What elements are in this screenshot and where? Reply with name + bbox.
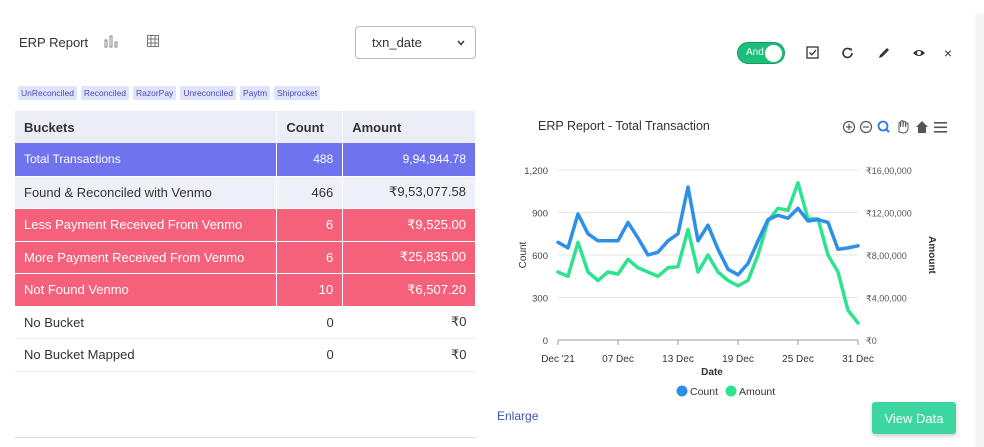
- y2-tick-label: ₹4,00,000: [866, 294, 907, 304]
- menu-hamburger-icon[interactable]: [934, 122, 947, 133]
- legend-label-amount: Amount: [739, 386, 775, 398]
- y2-tick-label: ₹12,00,000: [866, 209, 912, 219]
- count-cell: 466: [276, 176, 344, 209]
- toggle-knob: [765, 45, 782, 62]
- count-cell: 488: [276, 143, 344, 177]
- edit-pencil-icon[interactable]: [877, 46, 891, 60]
- pan-hand-icon[interactable]: [898, 120, 909, 134]
- x-tick-label: 25 Dec: [782, 354, 814, 365]
- legend-item-count[interactable]: Count: [676, 385, 719, 399]
- y-tick-label: 600: [532, 251, 548, 262]
- amount-cell: ₹0: [342, 306, 476, 339]
- y-tick-label: 0: [543, 336, 548, 347]
- x-axis-ticks: Dec '21 07 Dec 13 Dec 19 Dec 25 Dec 31 Dec: [541, 339, 874, 365]
- count-cell: 0: [276, 306, 343, 339]
- table-row-no-bucket-mapped[interactable]: No Bucket Mapped 0 ₹0: [15, 338, 476, 372]
- count-cell: 10: [276, 273, 344, 307]
- x-tick-label: 19 Dec: [722, 354, 754, 365]
- table-icon[interactable]: [147, 35, 159, 47]
- and-or-toggle[interactable]: And: [737, 42, 785, 64]
- enlarge-link[interactable]: Enlarge: [497, 409, 539, 423]
- amount-cell: ₹6,507.20: [342, 273, 476, 307]
- filter-chips: UnReconciled Reconciled RazorPay Unrecon…: [18, 86, 321, 100]
- view-data-button[interactable]: View Data: [872, 402, 956, 434]
- chip-reconciled[interactable]: Reconciled: [80, 86, 129, 100]
- scrollbar[interactable]: [975, 14, 984, 447]
- buckets-table: Buckets Count Amount Total Transactions …: [15, 111, 476, 372]
- amount-cell: ₹25,835.00: [342, 241, 476, 274]
- refresh-icon[interactable]: [841, 46, 855, 60]
- report-title: ERP Report: [19, 35, 89, 50]
- count-cell: 6: [276, 208, 344, 242]
- chart-series: [556, 181, 860, 325]
- home-reset-icon[interactable]: [916, 121, 928, 133]
- legend-label-count: Count: [690, 386, 718, 398]
- x-tick-label: 07 Dec: [602, 354, 634, 365]
- bar-chart-icon[interactable]: [103, 34, 119, 48]
- count-cell: 0: [276, 338, 343, 372]
- y2-axis-label: Amount: [926, 236, 937, 274]
- series-line-amount: [556, 181, 860, 325]
- bucket-cell: Less Payment Received From Venmo: [15, 208, 278, 242]
- y2-tick-label: ₹16,00,000: [866, 166, 912, 176]
- y2-axis-ticks: ₹0 ₹4,00,000 ₹8,00,000 ₹12,00,000 ₹16,00,000: [866, 166, 912, 346]
- y-tick-label: 300: [532, 294, 548, 305]
- amount-cell: ₹0: [342, 338, 476, 372]
- legend-item-amount[interactable]: Amount: [725, 385, 776, 399]
- date-field-select[interactable]: txn_date: [355, 26, 476, 59]
- checkbox-icon[interactable]: [806, 46, 820, 60]
- table-row-not-found[interactable]: Not Found Venmo 10 ₹6,507.20: [15, 273, 476, 307]
- table-row-total[interactable]: Total Transactions 488 9,94,944.78: [15, 143, 476, 177]
- select-value: txn_date: [372, 35, 422, 50]
- bucket-cell: No Bucket Mapped: [15, 338, 277, 372]
- y-tick-label: 900: [532, 209, 548, 220]
- x-tick-label: Dec '21: [541, 354, 575, 365]
- chart-title: ERP Report - Total Transaction: [538, 119, 710, 133]
- table-row-no-bucket[interactable]: No Bucket 0 ₹0: [15, 306, 476, 339]
- table-bottom-divider: [15, 437, 476, 447]
- close-icon[interactable]: ×: [943, 45, 953, 61]
- bucket-cell: Not Found Venmo: [15, 273, 278, 307]
- chip-unreconciled[interactable]: UnReconciled: [18, 86, 77, 100]
- y2-tick-label: ₹0: [866, 336, 877, 346]
- x-tick-label: 31 Dec: [842, 354, 874, 365]
- y2-tick-label: ₹8,00,000: [866, 251, 907, 261]
- transaction-chart: ERP Report - Total Transaction 0 300 600 90…: [518, 119, 947, 399]
- col-header-amount: Amount: [342, 111, 476, 143]
- col-header-count: Count: [276, 111, 344, 143]
- table-row-less-payment[interactable]: Less Payment Received From Venmo 6 ₹9,52…: [15, 208, 476, 242]
- y-tick-label: 1,200: [524, 166, 548, 177]
- y-axis-ticks: 0 300 600 900 1,200: [524, 166, 548, 347]
- table-row-more-payment[interactable]: More Payment Received From Venmo 6 ₹25,8…: [15, 241, 476, 274]
- amount-cell: 9,94,944.78: [342, 143, 476, 177]
- bucket-cell: Total Transactions: [15, 143, 278, 177]
- eye-icon[interactable]: [912, 46, 926, 60]
- zoom-select-icon[interactable]: [877, 120, 890, 133]
- count-cell: 6: [276, 241, 344, 274]
- toggle-label: And: [746, 47, 764, 58]
- chip-shiprocket[interactable]: Shiprocket: [274, 86, 321, 100]
- y-axis-label: Count: [518, 241, 529, 268]
- amount-cell: ₹9,525.00: [342, 208, 476, 242]
- bucket-cell: Found & Reconciled with Venmo: [15, 176, 278, 209]
- zoom-in-icon[interactable]: [842, 120, 856, 134]
- col-header-buckets: Buckets: [15, 111, 278, 143]
- chart-toolbar: [842, 120, 947, 134]
- amount-cell: ₹9,53,077.58: [342, 176, 476, 209]
- chevron-down-icon: [457, 40, 465, 46]
- chip-unreconciled-2[interactable]: Unreconciled: [180, 86, 236, 100]
- x-axis-label: Date: [701, 367, 723, 378]
- x-tick-label: 13 Dec: [662, 354, 694, 365]
- table-row-found[interactable]: Found & Reconciled with Venmo 466 ₹9,53,…: [15, 176, 476, 209]
- bucket-cell: More Payment Received From Venmo: [15, 241, 278, 274]
- chip-paytm[interactable]: Paytm: [239, 86, 271, 100]
- chart-legend: Count Amount: [676, 385, 776, 399]
- zoom-out-icon[interactable]: [859, 120, 873, 134]
- series-line-count: [556, 185, 860, 277]
- table-header-row: Buckets Count Amount: [15, 111, 476, 143]
- bucket-cell: No Bucket: [15, 306, 277, 339]
- chip-razorpay[interactable]: RazorPay: [132, 86, 177, 100]
